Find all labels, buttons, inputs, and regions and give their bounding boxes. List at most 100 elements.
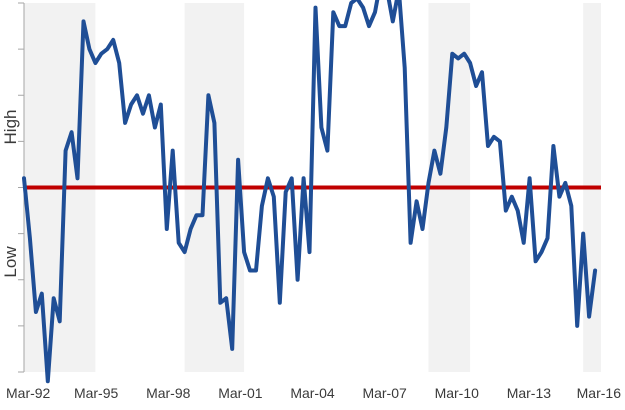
data-point <box>594 269 596 272</box>
data-point <box>481 71 483 73</box>
data-point <box>332 11 335 14</box>
x-tick-label: Mar-07 <box>362 385 407 401</box>
data-point <box>154 126 156 129</box>
data-point <box>160 103 162 106</box>
data-point <box>207 94 210 97</box>
data-point <box>552 145 555 147</box>
data-point <box>558 195 561 198</box>
data-point <box>142 112 144 115</box>
data-point <box>493 135 495 138</box>
data-point <box>326 149 329 152</box>
data-point <box>237 159 239 161</box>
data-point <box>564 182 567 184</box>
data-point <box>374 11 376 14</box>
data-point <box>284 191 287 193</box>
data-point <box>534 260 537 263</box>
data-point <box>522 242 525 244</box>
x-tick-label: Mar-10 <box>435 385 480 401</box>
data-point <box>505 209 507 212</box>
data-point <box>106 48 109 50</box>
data-point <box>421 228 424 230</box>
data-point <box>23 177 25 180</box>
data-point <box>88 48 91 50</box>
data-point <box>445 126 448 129</box>
data-point <box>576 325 579 327</box>
series-line-0 <box>22 0 598 384</box>
data-point <box>58 320 61 323</box>
data-point <box>362 6 364 9</box>
data-point <box>338 25 341 27</box>
data-point <box>183 251 186 253</box>
data-point <box>112 39 115 41</box>
data-point <box>243 251 245 253</box>
data-point <box>249 269 251 272</box>
data-point <box>171 149 174 152</box>
data-point <box>261 205 263 207</box>
data-point <box>314 6 317 9</box>
data-point <box>130 103 132 106</box>
data-point <box>64 149 67 152</box>
data-point <box>219 302 222 304</box>
data-point <box>302 177 305 180</box>
data-point <box>433 149 436 152</box>
data-point <box>415 200 418 203</box>
data-point <box>403 66 406 69</box>
data-point <box>29 237 31 240</box>
data-point <box>225 297 228 300</box>
data-point <box>231 348 233 350</box>
data-point <box>427 182 430 184</box>
data-point <box>487 145 489 147</box>
data-point <box>528 177 531 180</box>
data-point <box>136 94 138 97</box>
data-point <box>82 20 85 23</box>
data-point <box>201 214 204 216</box>
x-tick-label: Mar-13 <box>507 385 552 401</box>
data-point <box>344 25 347 27</box>
y-axis-label-high: High <box>1 110 20 145</box>
data-point <box>100 52 103 55</box>
x-tick-label: Mar-95 <box>74 385 119 401</box>
data-point <box>540 251 543 253</box>
data-point <box>267 177 269 180</box>
data-point <box>296 278 299 281</box>
data-point <box>177 242 180 244</box>
data-point <box>213 122 216 124</box>
data-point <box>46 380 49 383</box>
data-point <box>499 140 501 143</box>
x-tick-label: Mar-98 <box>146 385 191 401</box>
data-point <box>189 228 192 230</box>
data-point <box>118 62 120 64</box>
data-point <box>320 126 323 129</box>
data-point <box>52 297 55 300</box>
data-point <box>451 52 454 55</box>
data-point <box>439 172 442 175</box>
data-point <box>70 131 73 133</box>
data-point <box>546 237 549 240</box>
data-point <box>510 195 513 198</box>
data-point <box>475 85 477 87</box>
data-point <box>582 232 584 235</box>
data-point <box>273 195 275 198</box>
data-point <box>165 228 168 230</box>
data-point <box>516 209 519 212</box>
data-point <box>195 214 198 216</box>
x-tick-label: Mar-01 <box>218 385 263 401</box>
data-point <box>469 62 471 64</box>
data-point <box>278 302 281 304</box>
data-point <box>570 205 573 207</box>
x-tick-label: Mar-16 <box>577 385 622 401</box>
x-tick-label: Mar-92 <box>6 385 51 401</box>
data-point <box>41 292 43 295</box>
data-point <box>457 57 460 60</box>
data-point <box>94 62 97 64</box>
data-point <box>588 315 590 318</box>
x-tick-label: Mar-04 <box>290 385 335 401</box>
data-point <box>148 94 150 97</box>
data-point <box>392 20 394 23</box>
data-point <box>35 311 37 313</box>
data-point <box>255 269 257 272</box>
y-axis-label-low: Low <box>1 246 20 278</box>
data-point <box>124 122 126 124</box>
data-point <box>76 177 79 180</box>
data-point <box>463 52 465 55</box>
